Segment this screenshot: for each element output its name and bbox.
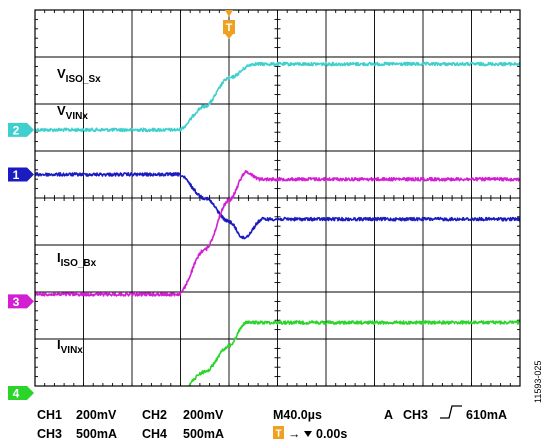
status-bar: CH1 200mV CH2 200mV CH3 500mA CH4 500mA … <box>37 405 507 441</box>
ch2-scale: 200mV <box>183 408 224 422</box>
svg-text:3: 3 <box>13 295 20 309</box>
timebase: M40.0µs <box>273 408 322 422</box>
rising-edge-icon <box>440 405 462 419</box>
series-label: VISO_Sx <box>57 66 101 85</box>
svg-text:2: 2 <box>13 123 20 137</box>
svg-text:1: 1 <box>13 168 20 182</box>
ch3-scale: 500mA <box>76 427 117 441</box>
ch2-label: CH2 <box>142 408 167 422</box>
channel-marker-3: 3 <box>8 294 34 309</box>
svg-text:T: T <box>226 22 233 34</box>
trigger-mode: A <box>384 408 393 422</box>
plot-frame <box>34 9 521 387</box>
series-label: IISO_Bx <box>57 250 97 269</box>
traces <box>35 61 520 386</box>
figure-id: 11593-025 <box>533 361 543 403</box>
trace-2 <box>35 61 520 133</box>
position-down-icon <box>304 431 312 437</box>
channel-markers: 2 1 3 4 <box>8 122 34 401</box>
ch1-scale: 200mV <box>76 408 117 422</box>
ch4-scale: 500mA <box>183 427 224 441</box>
series-label: IVINx <box>57 337 83 356</box>
trigger-arrow-icon: → <box>288 427 301 441</box>
trigger-status-icon: T <box>273 426 284 440</box>
ch4-label: CH4 <box>142 427 167 441</box>
grid <box>34 9 521 387</box>
svg-text:4: 4 <box>13 387 20 401</box>
trace-3 <box>35 170 520 297</box>
series-label: VVINx <box>57 103 88 122</box>
svg-text:T: T <box>275 429 281 440</box>
channel-marker-4: 4 <box>8 386 34 401</box>
ch3-label: CH3 <box>37 427 62 441</box>
trigger-level: 610mA <box>466 408 507 422</box>
trace-4 <box>188 320 520 386</box>
trigger-marker: T <box>223 10 235 39</box>
ch1-label: CH1 <box>37 408 62 422</box>
channel-marker-2: 2 <box>8 122 34 137</box>
trigger-offset: 0.00s <box>316 427 347 441</box>
trigger-source: CH3 <box>403 408 428 422</box>
trace-1 <box>35 172 520 240</box>
channel-marker-1: 1 <box>8 167 34 182</box>
series-labels: VISO_Sx VVINx IISO_Bx IVINx <box>57 66 101 356</box>
